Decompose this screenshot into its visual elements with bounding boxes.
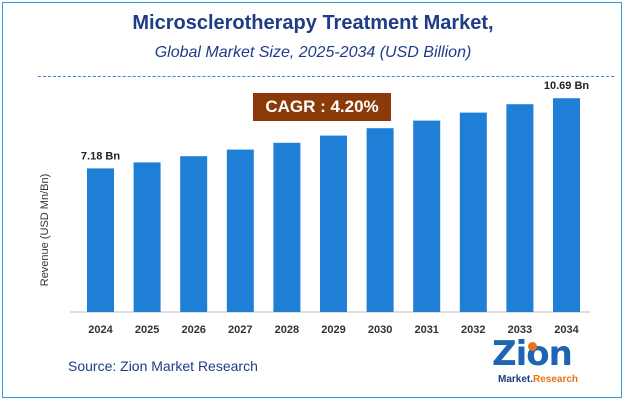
x-tick-2028: 2028 [275, 324, 299, 336]
x-tick-2033: 2033 [508, 324, 532, 336]
x-tick-2025: 2025 [135, 324, 159, 336]
logo-dot-icon [528, 342, 537, 351]
logo-sub-right: Research [533, 374, 579, 385]
logo-brand: Zion [492, 334, 573, 374]
x-tick-2030: 2030 [368, 324, 392, 336]
x-tick-2032: 2032 [461, 324, 485, 336]
bar-2026 [180, 156, 208, 312]
title-divider [38, 76, 614, 77]
bar-2028 [273, 142, 301, 312]
bar-2027 [226, 149, 254, 312]
cagr-badge: CAGR : 4.20% [253, 93, 391, 121]
data-label-2024: 7.18 Bn [81, 150, 120, 162]
bar-2034 [553, 98, 580, 312]
bar-2033 [506, 104, 534, 312]
bar-2029 [320, 135, 347, 312]
chart-subtitle: Global Market Size, 2025-2034 (USD Billi… [154, 44, 472, 61]
x-tick-2034: 2034 [554, 324, 579, 336]
bar-2024 [87, 168, 114, 312]
x-tick-2029: 2029 [321, 324, 345, 336]
bar-2031 [413, 120, 441, 312]
y-axis-label: Revenue (USD Mn/Bn) [39, 173, 51, 287]
x-tick-2031: 2031 [414, 324, 438, 336]
bar-2025 [133, 162, 161, 312]
bar-2030 [366, 128, 394, 312]
logo-sub-left: Market. [498, 374, 534, 385]
zion-logo: Zion Market.Research [492, 334, 584, 388]
x-tick-2027: 2027 [228, 324, 252, 336]
logo-subtext: Market.Research [498, 374, 578, 385]
chart-title: Microsclerotherapy Treatment Market, [132, 12, 494, 34]
x-tick-2024: 2024 [88, 324, 113, 336]
data-label-2034: 10.69 Bn [544, 80, 590, 92]
bar-2032 [459, 112, 487, 312]
source-note: Source: Zion Market Research [68, 358, 258, 374]
x-tick-2026: 2026 [181, 324, 205, 336]
